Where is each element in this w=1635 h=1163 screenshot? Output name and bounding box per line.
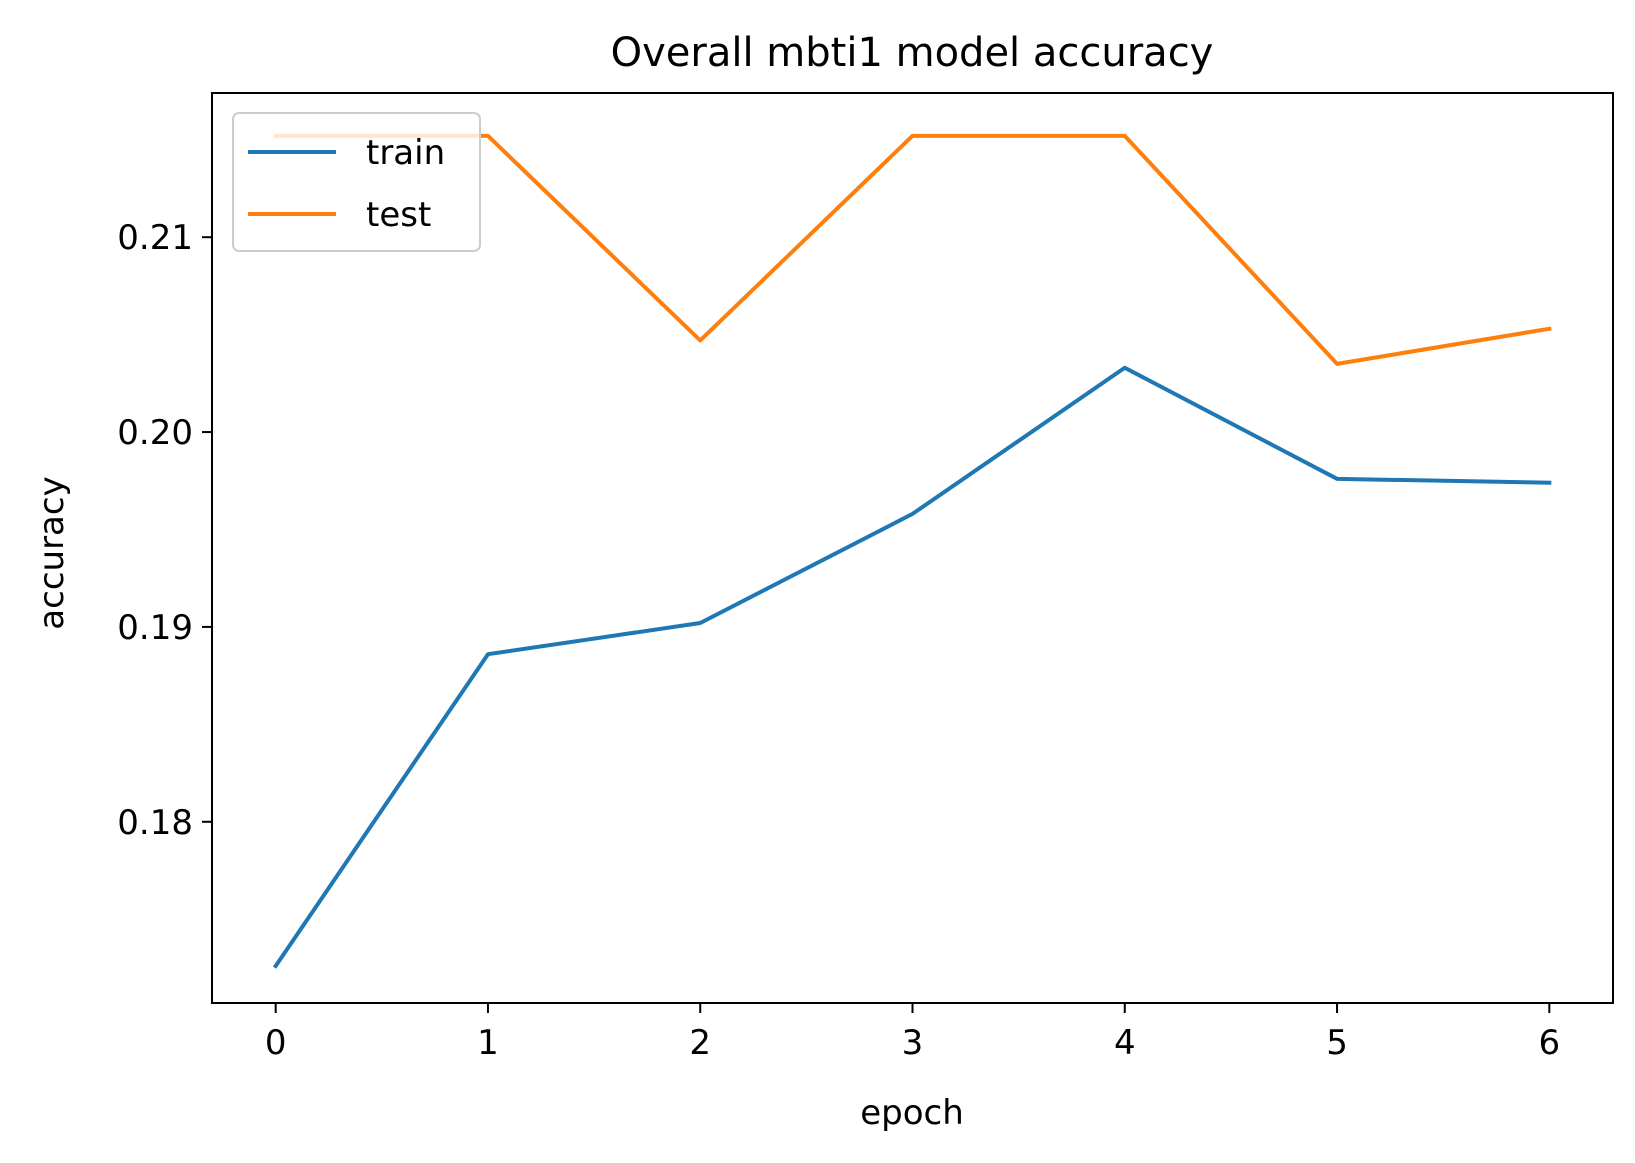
x-tick-label: 5 bbox=[1326, 1023, 1348, 1063]
legend-box bbox=[232, 112, 481, 252]
y-tick-label: 0.18 bbox=[117, 803, 193, 843]
x-axis: 0 1 2 3 4 5 6 bbox=[265, 1003, 1560, 1063]
x-tick-label: 6 bbox=[1538, 1023, 1560, 1063]
y-axis: 0.18 0.19 0.20 0.21 bbox=[117, 218, 212, 843]
chart-title: Overall mbti1 model accuracy bbox=[611, 30, 1214, 76]
x-axis-label: epoch bbox=[860, 1093, 964, 1133]
series-line-0 bbox=[272, 365, 1552, 969]
x-tick-label: 2 bbox=[689, 1023, 711, 1063]
x-tick-label: 3 bbox=[902, 1023, 924, 1063]
plot-lines bbox=[272, 133, 1552, 969]
y-tick-label: 0.21 bbox=[117, 218, 193, 258]
series-line-1 bbox=[273, 133, 1552, 366]
x-tick-label: 0 bbox=[265, 1023, 287, 1063]
legend-label-0: train bbox=[366, 133, 445, 173]
y-tick-label: 0.20 bbox=[117, 413, 193, 453]
y-tick-label: 0.19 bbox=[117, 608, 193, 648]
legend-label-1: test bbox=[366, 195, 431, 235]
x-tick-label: 1 bbox=[477, 1023, 499, 1063]
y-axis-label: accuracy bbox=[32, 476, 72, 629]
legend: train test bbox=[232, 112, 481, 252]
x-tick-label: 4 bbox=[1114, 1023, 1136, 1063]
